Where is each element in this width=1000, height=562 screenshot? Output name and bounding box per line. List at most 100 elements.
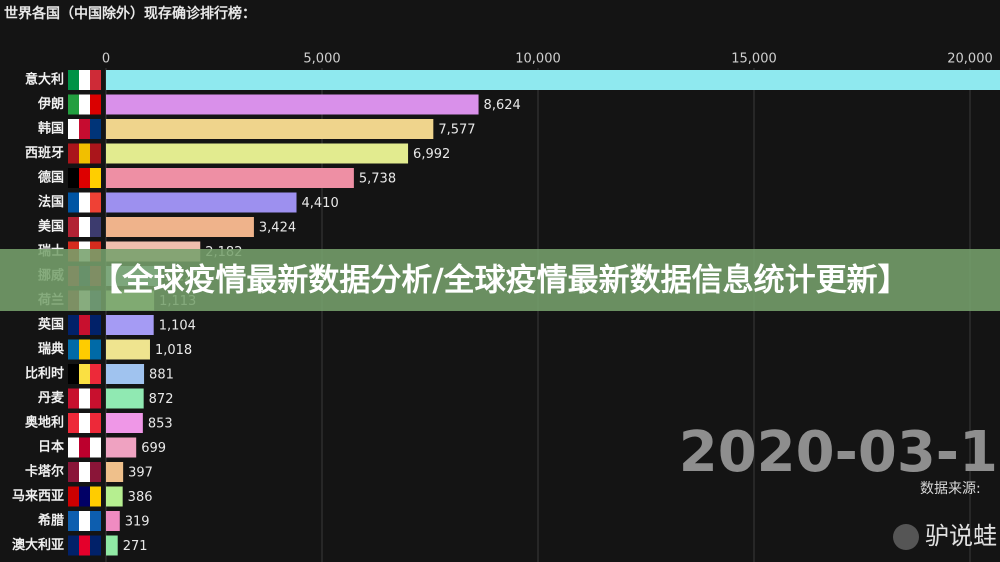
bar [106,486,123,507]
category-label: 澳大利亚 [12,537,64,553]
flag [79,217,90,237]
flag [90,168,101,188]
flag [68,315,79,335]
source: 数据来源: [920,481,981,497]
flag [90,535,101,556]
value-label: 271 [123,539,148,554]
flag [68,364,79,384]
bar [106,119,434,139]
bar [106,217,254,237]
flag [68,217,79,237]
flag [79,413,90,433]
bar [106,413,143,433]
category-label: 美国 [38,219,64,235]
flag [79,339,90,360]
flag [68,486,79,507]
flag [68,462,79,482]
category-label: 韩国 [38,121,64,137]
bar [106,168,354,188]
bar [106,143,409,164]
x-tick-label: 15,000 [731,52,777,67]
value-label: 872 [149,392,174,407]
flag [68,535,79,556]
x-tick-label: 10,000 [515,52,561,67]
flag [90,388,101,409]
value-label: 5,738 [359,172,396,187]
flag [79,168,90,188]
flag [90,119,101,139]
bar [106,94,479,115]
flag [79,364,90,384]
value-label: 4,410 [302,196,339,211]
flag [79,119,90,139]
bar [106,339,150,360]
flag [68,192,79,213]
flag [79,94,90,115]
bar [106,462,124,482]
watermark-icon [893,524,919,550]
x-tick-label: 5,000 [303,52,340,67]
flag [79,388,90,409]
category-label: 伊朗 [37,96,64,112]
category-label: 丹麦 [38,390,65,406]
flag [90,339,101,360]
banner: 【全球疫情最新数据分析/全球疫情最新数据信息统计更新】 [91,263,908,299]
category-label: 卡塔尔 [25,464,64,480]
flag [68,511,79,531]
flag [90,192,101,213]
flag [79,143,90,164]
value-label: 7,577 [438,123,475,138]
flag [90,511,101,531]
flag [79,535,90,556]
value-label: 1,104 [159,319,196,334]
flag [79,437,90,458]
bar [106,535,118,556]
flag [90,143,101,164]
category-label: 希腊 [38,513,64,529]
category-label: 瑞典 [38,341,64,357]
category-label: 比利时 [25,366,64,382]
flag [68,437,79,458]
banner-bg [0,249,1000,311]
flag [90,364,101,384]
value-label: 3,424 [259,221,296,236]
flag [68,413,79,433]
flag [90,462,101,482]
value-label: 853 [148,417,173,432]
bar [106,364,145,384]
flag [90,70,101,90]
flag [90,94,101,115]
flag [79,70,90,90]
flag [90,315,101,335]
category-label: 法国 [38,194,64,210]
flag [68,168,79,188]
flag [90,217,101,237]
flag [79,192,90,213]
flag [68,70,79,90]
bar [106,70,1000,90]
value-label: 319 [125,515,150,530]
category-label: 奥地利 [25,415,64,431]
category-label: 马来西亚 [12,488,64,504]
flag [90,413,101,433]
category-label: 意大利 [25,72,64,88]
value-label: 397 [128,466,153,481]
flag [79,486,90,507]
x-tick-label: 0 [102,52,110,67]
flag [79,511,90,531]
x-tick-label: 20,000 [947,52,993,67]
flag [68,119,79,139]
category-label: 英国 [37,317,64,333]
flag [90,486,101,507]
value-label: 699 [141,441,166,456]
flag [68,339,79,360]
bar [106,192,297,213]
category-label: 德国 [38,170,64,186]
flag [79,462,90,482]
value-label: 8,624 [484,98,521,113]
flag [68,94,79,115]
flag [68,388,79,409]
value-label: 6,992 [413,147,450,162]
watermark: 驴说蛙 [925,522,997,550]
